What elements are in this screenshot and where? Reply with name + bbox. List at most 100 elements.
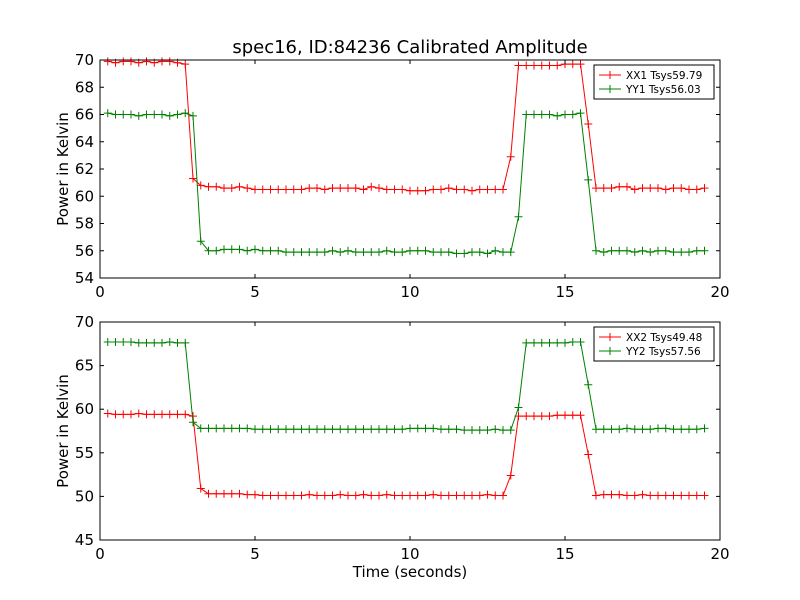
bottom-series-1-point	[506, 471, 515, 480]
bottom-series-2-point	[638, 425, 647, 434]
bottom-series-1-point	[607, 490, 616, 499]
bottom-series-1-point	[181, 410, 190, 419]
bottom-series-1-point	[127, 410, 135, 419]
bottom-series-2-point	[111, 338, 120, 347]
bottom-series-1-point	[251, 490, 259, 499]
bottom-series-1-point	[297, 491, 306, 500]
bottom-series-1-point	[545, 412, 554, 421]
bottom-series-2-point	[367, 425, 376, 434]
bottom-series-1-point	[630, 491, 639, 500]
bottom-series-2-point	[398, 425, 407, 434]
bottom-y-axis-label: Power in Kelvin	[54, 374, 72, 488]
bottom-series-2-point	[592, 425, 600, 434]
top-series-1-point	[553, 61, 562, 70]
top-series-1-point	[390, 185, 399, 194]
bottom-series-1-point	[150, 410, 159, 419]
top-y-tick-label: 66	[75, 106, 94, 124]
top-series-2-point	[692, 246, 701, 255]
bottom-series-1-point	[444, 491, 453, 500]
bottom-series-1-point	[561, 411, 569, 420]
bottom-x-tick-label: 0	[95, 545, 105, 563]
top-series-2-point	[576, 109, 585, 118]
bottom-series-1-point	[537, 412, 546, 421]
top-series-1-point	[638, 184, 647, 193]
top-series-1-point	[452, 185, 461, 194]
bottom-series-1-point	[142, 410, 151, 419]
bottom-series-2-point	[305, 425, 314, 434]
top-series-2-point	[297, 248, 306, 257]
bottom-series-2-point	[390, 425, 399, 434]
bottom-series-1-point	[685, 491, 693, 500]
top-x-tick-label: 20	[710, 283, 729, 301]
top-series-2-point	[150, 110, 159, 119]
top-series-2-point	[661, 246, 670, 255]
bottom-series-2-point	[692, 425, 701, 434]
top-series-1-point	[576, 60, 585, 69]
top-series-2-point	[413, 246, 422, 255]
top-series-1-point	[592, 184, 600, 193]
bottom-legend: XX2 Tsys49.48 YY2 Tsys57.56	[593, 326, 715, 362]
bottom-series-2-point	[173, 338, 182, 347]
top-series-2-point	[134, 111, 143, 120]
bottom-x-tick-label: 20	[710, 545, 729, 563]
bottom-series-2-point	[313, 425, 321, 434]
top-legend-marker-1	[606, 71, 614, 79]
bottom-series-1-point	[375, 491, 383, 500]
top-y-tick-label: 54	[75, 269, 94, 287]
bottom-series-2-point	[623, 424, 631, 433]
top-series-2-point	[499, 248, 507, 257]
bottom-series-2-point	[669, 425, 678, 434]
bottom-series-1-point	[468, 491, 476, 500]
top-series-2-point	[305, 248, 314, 257]
top-series-2-point	[243, 246, 252, 255]
top-series-1-point	[297, 185, 306, 194]
bottom-series-1-point	[646, 491, 655, 500]
top-series-1-point	[623, 182, 631, 191]
bottom-series-1-point	[623, 491, 631, 500]
top-y-tick-label: 60	[75, 187, 94, 205]
top-series-1-point	[545, 61, 554, 70]
bottom-series-2-point	[506, 426, 515, 435]
top-series-1-point	[375, 184, 383, 193]
top-series-2-point	[382, 246, 391, 255]
bottom-series-1-point	[475, 491, 484, 500]
top-series-1-point	[522, 61, 531, 70]
top-series-1-point	[243, 184, 252, 193]
bottom-series-1-point	[212, 489, 221, 498]
bottom-series-2-point	[406, 424, 414, 433]
top-legend-label-1: XX1 Tsys59.79	[626, 70, 702, 82]
bottom-legend-box	[593, 326, 715, 362]
bottom-series-1-point	[421, 491, 430, 500]
top-series-2-point	[220, 245, 228, 254]
bottom-series-1-point	[344, 491, 352, 500]
bottom-series-1-point	[599, 490, 608, 499]
bottom-series-1-point	[661, 491, 670, 500]
top-legend-label-2: YY1 Tsys56.03	[625, 84, 701, 96]
top-y-tick-label: 62	[75, 160, 94, 178]
top-series-1-point	[398, 185, 407, 194]
bottom-series-1-point	[367, 491, 376, 500]
top-series-1-point	[429, 185, 438, 194]
bottom-series-2-point	[344, 425, 352, 434]
bottom-series-1-point	[351, 491, 360, 500]
bottom-series-1-point	[592, 491, 600, 500]
bottom-series-2-point	[274, 425, 283, 434]
top-series-1-point	[181, 60, 190, 69]
top-series-2-point	[119, 110, 128, 119]
top-series-2-point	[127, 110, 135, 119]
bottom-series-2-point	[677, 425, 686, 434]
top-series-1-point	[142, 57, 151, 66]
top-series-1-point	[630, 185, 639, 194]
top-series-2-point	[475, 248, 484, 257]
top-series-1-point	[406, 186, 414, 195]
top-series-2-point	[522, 110, 531, 119]
top-series-2-point	[103, 109, 112, 118]
top-series-2-point	[615, 246, 624, 255]
top-x-tick-label: 5	[250, 283, 260, 301]
top-series-1-point	[491, 185, 500, 194]
bottom-series-1-point	[530, 412, 538, 421]
top-series-2-point	[568, 110, 577, 119]
bottom-series-1-point	[103, 409, 112, 418]
top-series-1-point	[158, 57, 166, 66]
top-series-2-point	[111, 110, 120, 119]
